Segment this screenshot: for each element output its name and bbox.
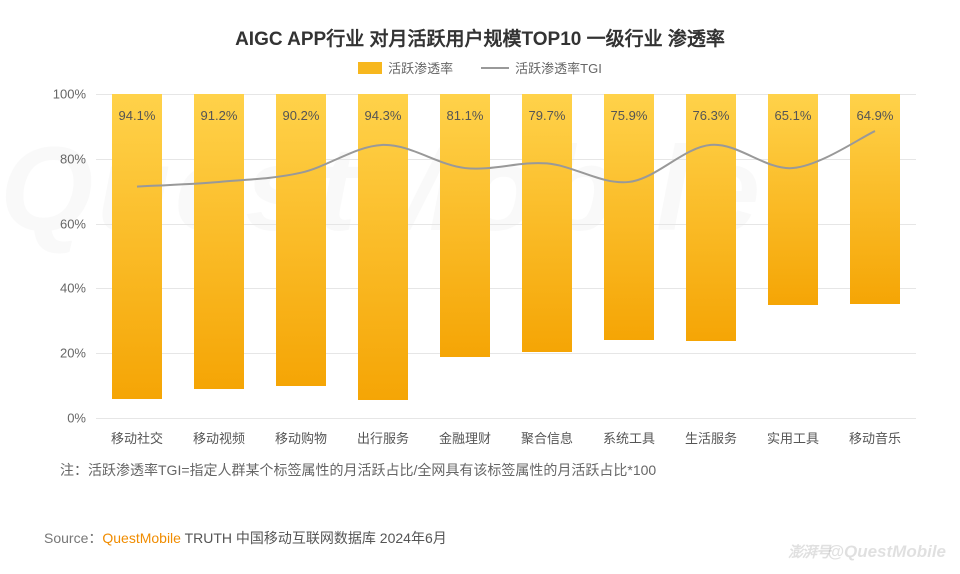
bar-value-label: 90.2% xyxy=(283,108,320,123)
bar: 64.9% xyxy=(850,94,901,304)
y-axis-label: 100% xyxy=(36,87,86,102)
bar-value-label: 76.3% xyxy=(693,108,730,123)
chart-title: AIGC APP行业 对月活跃用户规模TOP10 一级行业 渗透率 xyxy=(0,24,960,51)
bar-slot: 10191.2%移动视频 xyxy=(178,94,260,418)
x-axis-label: 移动购物 xyxy=(275,428,327,447)
bar: 76.3% xyxy=(686,94,737,341)
plot-area: 0%20%40%60%80%100% 10094.1%移动社交10191.2%移… xyxy=(96,94,916,418)
bar-slot: 10094.1%移动社交 xyxy=(96,94,178,418)
y-axis-label: 60% xyxy=(36,216,86,231)
bar: 91.2% xyxy=(194,94,245,389)
x-axis-label: 出行服务 xyxy=(357,428,409,447)
bar: 79.7% xyxy=(522,94,573,352)
bar-value-label: 65.1% xyxy=(775,108,812,123)
bars-container: 10094.1%移动社交10191.2%移动视频10390.2%移动购物1099… xyxy=(96,94,916,418)
bar-value-label: 94.1% xyxy=(119,108,156,123)
grid-line xyxy=(96,418,916,419)
bar: 94.3% xyxy=(358,94,409,400)
legend: 活跃渗透率 活跃渗透率TGI xyxy=(0,58,960,77)
x-axis-label: 金融理财 xyxy=(439,428,491,447)
bar: 94.1% xyxy=(112,94,163,399)
x-axis-label: 生活服务 xyxy=(685,428,737,447)
x-axis-label: 系统工具 xyxy=(603,428,655,447)
legend-item-bar: 活跃渗透率 xyxy=(358,58,453,77)
x-axis-label: 聚合信息 xyxy=(521,428,573,447)
bar: 75.9% xyxy=(604,94,655,340)
bar: 65.1% xyxy=(768,94,819,305)
x-axis-label: 移动社交 xyxy=(111,428,163,447)
y-axis-label: 80% xyxy=(36,151,86,166)
x-axis-label: 移动音乐 xyxy=(849,428,901,447)
bar-slot: 10481.1%金融理财 xyxy=(424,94,506,418)
source-prefix: Source： xyxy=(44,530,102,546)
source-line: Source：QuestMobile TRUTH 中国移动互联网数据库 2024… xyxy=(44,528,447,548)
bar-slot: 11264.9%移动音乐 xyxy=(834,94,916,418)
watermark-br: @QuestMobile xyxy=(827,542,946,562)
y-axis-label: 40% xyxy=(36,281,86,296)
y-axis-label: 20% xyxy=(36,346,86,361)
bar-slot: 10976.3%生活服务 xyxy=(670,94,752,418)
bar: 90.2% xyxy=(276,94,327,386)
legend-bar-label: 活跃渗透率 xyxy=(388,58,453,77)
x-axis-label: 实用工具 xyxy=(767,428,819,447)
bar-value-label: 75.9% xyxy=(611,108,648,123)
bar-slot: 10390.2%移动购物 xyxy=(260,94,342,418)
bar-value-label: 64.9% xyxy=(857,108,894,123)
legend-item-line: 活跃渗透率TGI xyxy=(481,58,602,77)
y-axis-label: 0% xyxy=(36,411,86,426)
x-axis-label: 移动视频 xyxy=(193,428,245,447)
bar-value-label: 81.1% xyxy=(447,108,484,123)
legend-swatch-bar xyxy=(358,62,382,74)
watermark-mid: 澎湃号 xyxy=(788,541,830,562)
bar-slot: 10175.9%系统工具 xyxy=(588,94,670,418)
bar-value-label: 94.3% xyxy=(365,108,402,123)
source-brand: QuestMobile xyxy=(102,530,181,546)
bar-value-label: 79.7% xyxy=(529,108,566,123)
source-rest: TRUTH 中国移动互联网数据库 2024年6月 xyxy=(181,530,447,546)
footnote: 注：活跃渗透率TGI=指定人群某个标签属性的月活跃占比/全网具有该标签属性的月活… xyxy=(60,460,656,480)
bar-slot: 10994.3%出行服务 xyxy=(342,94,424,418)
bar: 81.1% xyxy=(440,94,491,357)
bar-value-label: 91.2% xyxy=(201,108,238,123)
bar-slot: 10465.1%实用工具 xyxy=(752,94,834,418)
legend-line-label: 活跃渗透率TGI xyxy=(515,58,602,77)
bar-slot: 10579.7%聚合信息 xyxy=(506,94,588,418)
legend-swatch-line xyxy=(481,67,509,69)
